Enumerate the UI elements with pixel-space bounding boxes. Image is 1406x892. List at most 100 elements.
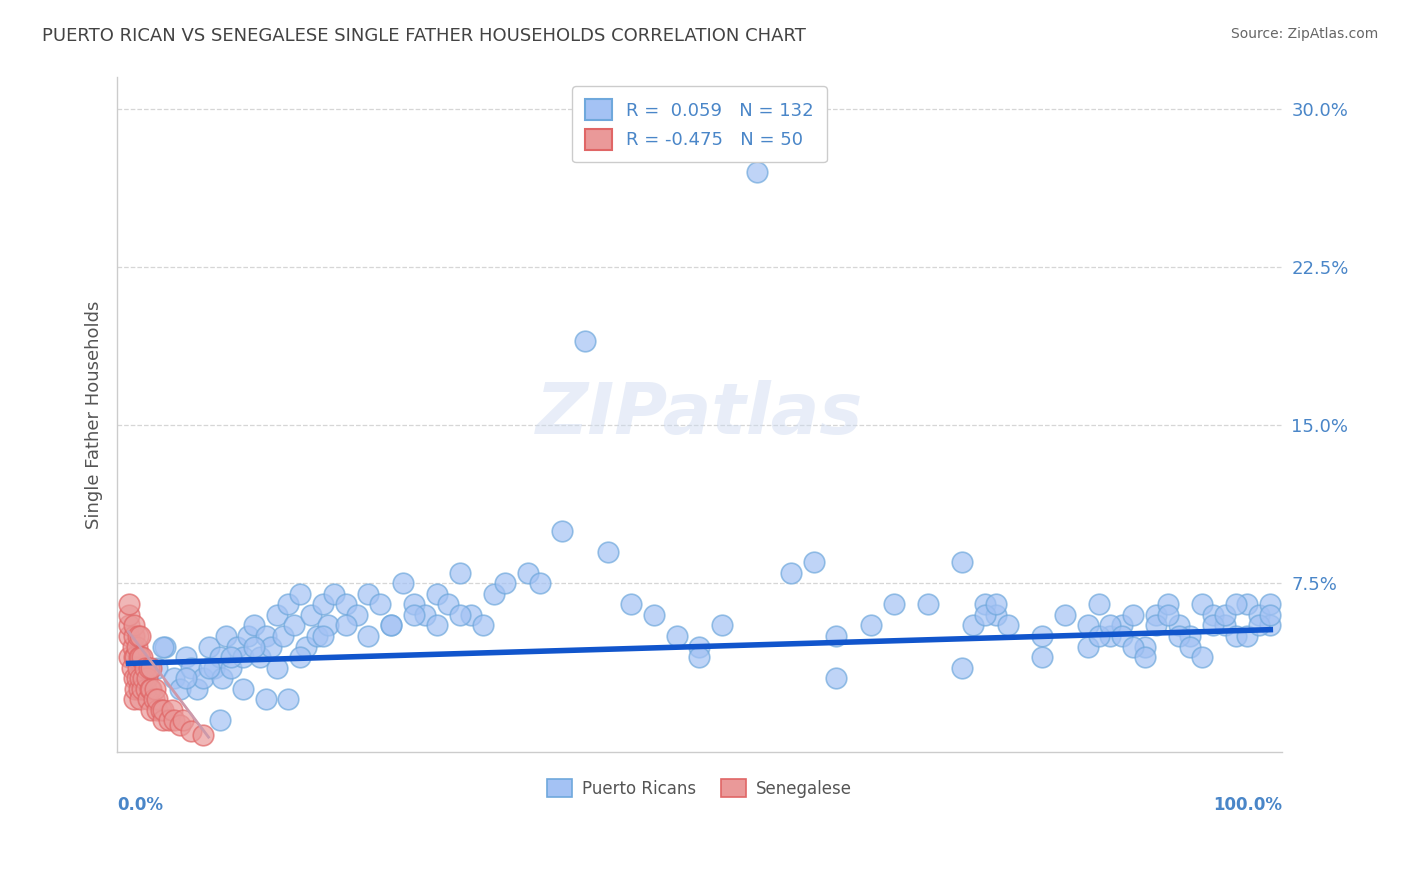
Point [1247, 618, 1270, 632]
Point [1258, 607, 1281, 622]
Point [1088, 598, 1111, 612]
Point [318, 618, 340, 632]
Point [142, 692, 165, 706]
Point [391, 576, 413, 591]
Point [688, 640, 710, 654]
Point [426, 587, 449, 601]
Point [266, 607, 288, 622]
Point [449, 566, 471, 580]
Point [962, 618, 984, 632]
Point [249, 650, 271, 665]
Point [141, 703, 163, 717]
Point [574, 334, 596, 348]
Point [143, 681, 166, 696]
Point [1122, 607, 1144, 622]
Point [1156, 607, 1178, 622]
Point [803, 555, 825, 569]
Point [950, 555, 973, 569]
Point [312, 629, 335, 643]
Point [294, 640, 316, 654]
Point [1180, 629, 1202, 643]
Point [197, 660, 219, 674]
Point [283, 618, 305, 632]
Point [129, 692, 152, 706]
Point [121, 660, 143, 674]
Point [163, 671, 186, 685]
Point [117, 650, 139, 665]
Point [139, 681, 162, 696]
Point [973, 607, 995, 622]
Point [1133, 650, 1156, 665]
Point [323, 587, 346, 601]
Point [1247, 607, 1270, 622]
Point [986, 598, 1008, 612]
Point [779, 566, 801, 580]
Point [152, 703, 174, 717]
Point [973, 598, 995, 612]
Point [1077, 618, 1099, 632]
Point [1099, 629, 1122, 643]
Point [124, 692, 146, 706]
Point [305, 629, 328, 643]
Point [1258, 618, 1281, 632]
Point [146, 703, 169, 717]
Point [288, 650, 311, 665]
Point [449, 607, 471, 622]
Point [415, 607, 437, 622]
Point [517, 566, 540, 580]
Point [127, 660, 149, 674]
Point [1111, 629, 1133, 643]
Point [1213, 618, 1236, 632]
Point [202, 660, 225, 674]
Point [124, 650, 146, 665]
Point [277, 598, 299, 612]
Point [986, 607, 1008, 622]
Point [1144, 618, 1167, 632]
Point [141, 660, 163, 674]
Point [124, 650, 146, 665]
Point [402, 607, 425, 622]
Point [357, 587, 380, 601]
Point [117, 598, 139, 612]
Point [149, 703, 172, 717]
Point [169, 681, 191, 696]
Point [221, 660, 243, 674]
Point [1077, 640, 1099, 654]
Point [271, 629, 294, 643]
Point [180, 660, 202, 674]
Point [643, 607, 665, 622]
Point [127, 629, 149, 643]
Text: 0.0%: 0.0% [117, 796, 163, 814]
Point [214, 629, 236, 643]
Point [260, 640, 283, 654]
Point [124, 671, 146, 685]
Point [238, 629, 260, 643]
Point [1225, 598, 1247, 612]
Point [169, 717, 191, 731]
Point [152, 640, 174, 654]
Point [825, 629, 848, 643]
Point [1225, 629, 1247, 643]
Point [1191, 598, 1213, 612]
Text: PUERTO RICAN VS SENEGALESE SINGLE FATHER HOUSEHOLDS CORRELATION CHART: PUERTO RICAN VS SENEGALESE SINGLE FATHER… [42, 27, 806, 45]
Text: 100.0%: 100.0% [1213, 796, 1282, 814]
Point [131, 650, 153, 665]
Point [226, 640, 249, 654]
Text: Source: ZipAtlas.com: Source: ZipAtlas.com [1230, 27, 1378, 41]
Point [380, 618, 402, 632]
Point [197, 640, 219, 654]
Point [172, 714, 194, 728]
Point [950, 660, 973, 674]
Point [1236, 598, 1258, 612]
Point [1099, 618, 1122, 632]
Point [117, 629, 139, 643]
Point [129, 671, 152, 685]
Point [437, 598, 460, 612]
Point [883, 598, 905, 612]
Text: ZIPatlas: ZIPatlas [536, 380, 863, 450]
Point [122, 640, 145, 654]
Point [745, 165, 768, 179]
Point [288, 587, 311, 601]
Point [211, 671, 233, 685]
Point [380, 618, 402, 632]
